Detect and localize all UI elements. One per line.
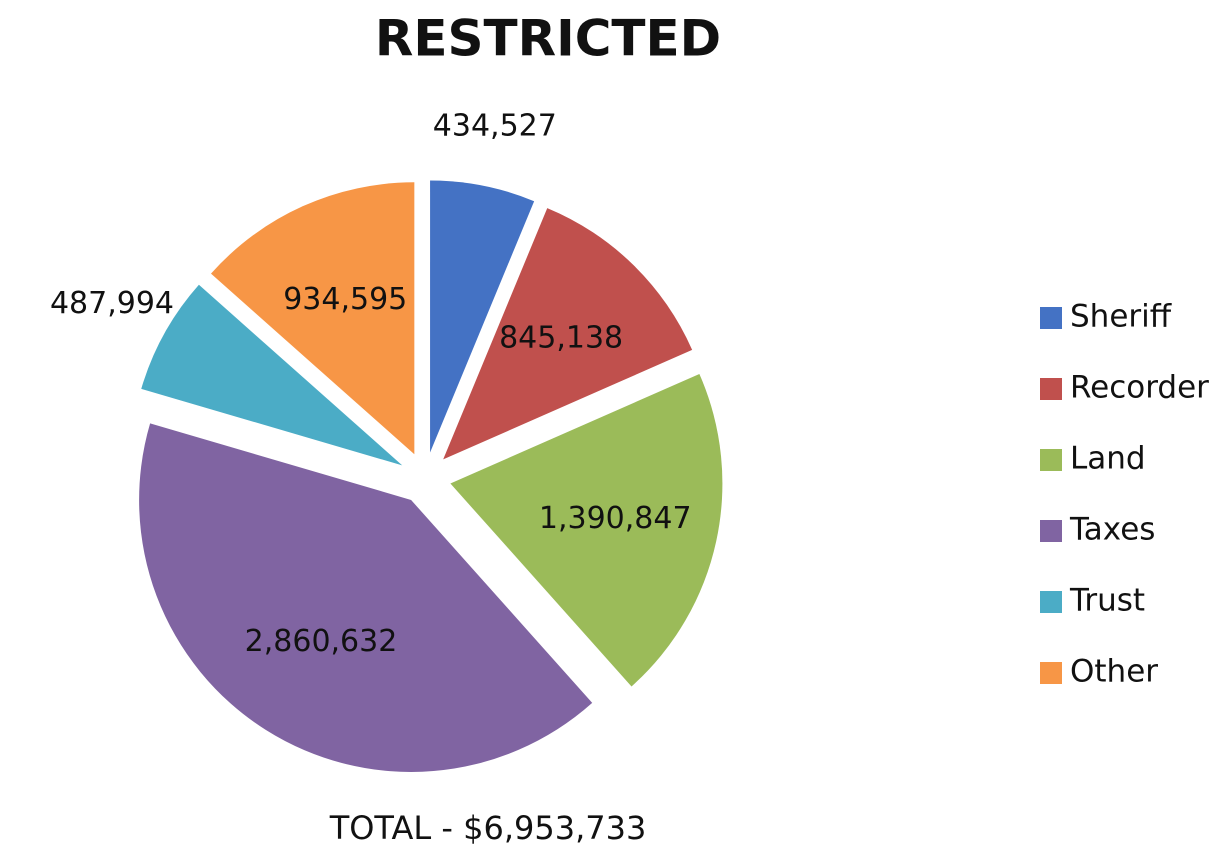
data-label: 1,390,847 <box>539 501 692 536</box>
legend-label: Other <box>1070 654 1158 690</box>
legend-swatch <box>1040 520 1062 542</box>
legend-swatch <box>1040 662 1062 684</box>
legend-label: Land <box>1070 441 1146 477</box>
total-annotation: TOTAL - $6,953,733 <box>329 809 647 847</box>
legend-swatch <box>1040 307 1062 329</box>
pie-slice <box>210 182 415 455</box>
data-label: 434,527 <box>433 109 557 144</box>
data-label: 934,595 <box>283 282 407 317</box>
pie-slice <box>141 284 403 466</box>
pie-slice <box>450 373 723 687</box>
legend-label: Recorder <box>1070 370 1209 406</box>
data-label: 487,994 <box>50 286 174 321</box>
data-label: 2,860,632 <box>245 624 398 659</box>
legend-label: Taxes <box>1069 512 1155 548</box>
legend-swatch <box>1040 449 1062 471</box>
legend-label: Sheriff <box>1070 299 1172 335</box>
chart-title: RESTRICTED <box>375 10 721 68</box>
legend-label: Trust <box>1069 583 1145 619</box>
pie-slice <box>443 208 693 460</box>
data-label: 845,138 <box>499 320 623 355</box>
pie-slice <box>430 180 535 453</box>
legend-swatch <box>1040 378 1062 400</box>
pie-slice <box>139 423 593 772</box>
legend-swatch <box>1040 591 1062 613</box>
